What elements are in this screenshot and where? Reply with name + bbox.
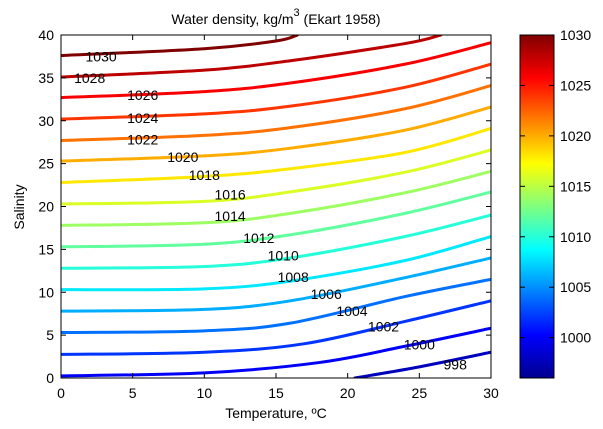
x-axis-label: Temperature, ºC [225, 405, 327, 421]
contour-lines [61, 35, 491, 378]
contour-line-1018 [61, 126, 491, 184]
contour-line-1012 [61, 190, 491, 249]
colorbar-tick-label: 1020 [560, 128, 591, 144]
contour-label: 1020 [167, 149, 198, 165]
contour-line-1008 [61, 235, 491, 292]
x-tick-label: 15 [268, 385, 284, 401]
contour-line-1006 [61, 256, 491, 313]
contour-line-1026 [61, 41, 491, 100]
y-tick-label: 35 [38, 70, 54, 86]
plot-area [61, 35, 491, 378]
contour-label: 1026 [127, 87, 158, 103]
y-tick-label: 15 [38, 241, 54, 257]
x-tick-label: 5 [129, 385, 137, 401]
contour-line-1028 [61, 35, 443, 79]
contour-label: 1006 [311, 286, 342, 302]
contour-label: 1030 [86, 48, 117, 64]
colorbar-ticks: 1000 1005 1010 1015 1020 1025 1030 [520, 27, 591, 346]
contour-label: 1000 [404, 337, 435, 353]
x-tick-label: 25 [412, 385, 428, 401]
contour-label: 1014 [215, 208, 246, 224]
y-axis: 0 5 10 15 20 25 30 35 40 [38, 27, 491, 386]
colorbar-tick-label: 1030 [560, 27, 591, 43]
contour-line-1016 [61, 148, 491, 206]
colorbar-tick-label: 1015 [560, 178, 591, 194]
x-tick-label: 30 [483, 385, 499, 401]
y-tick-label: 25 [38, 156, 54, 172]
contour-line-998 [353, 350, 491, 378]
colorbar [519, 34, 555, 379]
colorbar-tick-label: 1005 [560, 279, 591, 295]
contour-line-1010 [61, 213, 491, 270]
contour-line-1014 [61, 169, 491, 227]
contour-line-1002 [61, 299, 491, 356]
contour-label: 1028 [74, 70, 105, 86]
y-axis-label: Salinity [11, 184, 27, 229]
contour-label: 1008 [278, 269, 309, 285]
contour-line-1024 [61, 62, 491, 121]
contour-label: 1024 [127, 110, 158, 126]
contour-label: 1022 [127, 132, 158, 148]
x-axis: 0 5 10 15 20 25 30 [57, 35, 499, 401]
colorbar-tick-label: 1010 [560, 229, 591, 245]
contour-label: 1012 [243, 230, 274, 246]
chart-title: Water density, kg/m3 (Ekart 1958) [171, 7, 380, 27]
x-tick-label: 10 [197, 385, 213, 401]
y-tick-label: 5 [46, 327, 54, 343]
contour-line-1020 [61, 105, 491, 163]
contour-line-1004 [61, 277, 491, 335]
contour-line-1022 [61, 84, 491, 142]
contour-line-1030 [61, 35, 299, 58]
y-tick-label: 30 [38, 113, 54, 129]
y-tick-label: 10 [38, 284, 54, 300]
contour-label: 1016 [215, 187, 246, 203]
contour-label: 1004 [336, 303, 367, 319]
y-tick-label: 0 [46, 370, 54, 386]
contour-label: 1010 [268, 247, 299, 263]
x-tick-label: 20 [340, 385, 356, 401]
contour-line-1000 [61, 326, 491, 378]
contour-label: 1018 [189, 167, 220, 183]
contour-label: 998 [444, 356, 468, 372]
colorbar-tick-label: 1025 [560, 77, 591, 93]
y-tick-label: 20 [38, 199, 54, 215]
colorbar-tick-label: 1000 [560, 330, 591, 346]
y-tick-label: 40 [38, 27, 54, 43]
contour-label: 1002 [368, 319, 399, 335]
x-tick-label: 0 [57, 385, 65, 401]
